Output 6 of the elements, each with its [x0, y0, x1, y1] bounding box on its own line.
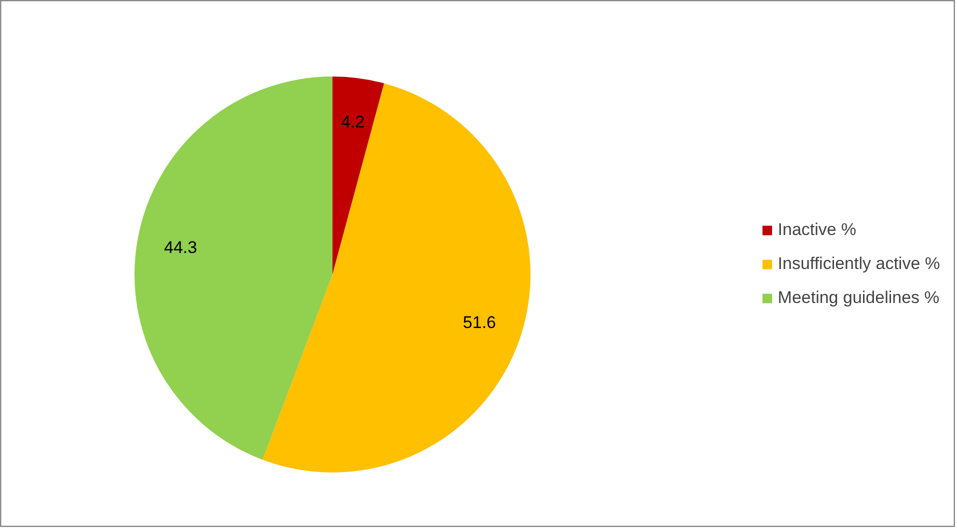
data-label: 51.6 — [462, 312, 496, 332]
data-label: 44.3 — [164, 238, 198, 257]
legend-label: Meeting guidelines % — [778, 288, 940, 308]
legend-label: Inactive % — [778, 220, 856, 240]
legend-label: Insufficiently active % — [778, 254, 940, 274]
data-label: 4.2 — [340, 112, 365, 132]
